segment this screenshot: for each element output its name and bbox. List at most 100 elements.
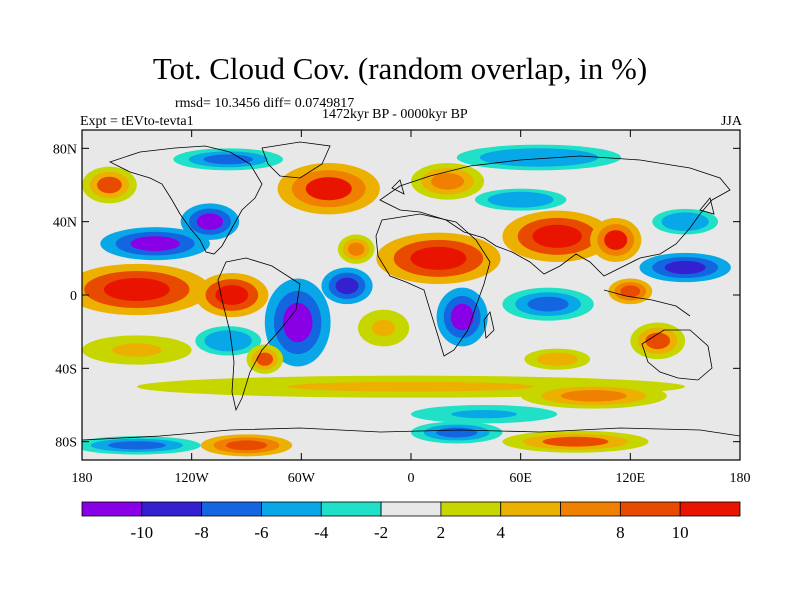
region-mid-atlantic-positive xyxy=(337,234,375,264)
region-europe-positive xyxy=(411,163,485,200)
region-west-pacific-negative-level-2 xyxy=(664,260,706,275)
region-antarctica-east-positive xyxy=(200,434,293,457)
y-tick-label-1: 40N xyxy=(53,216,77,231)
y-tick-label-4: 80S xyxy=(55,436,77,451)
colorbar-box-2 xyxy=(201,501,262,517)
stats-text: rmsd= 10.3456 diff= 0.0749817 xyxy=(175,96,355,111)
coast-uk xyxy=(391,179,405,195)
region-south-atlantic-positive-level-2 xyxy=(372,319,396,337)
region-australia-positive-level-2 xyxy=(645,332,671,350)
region-africa-south-negative-level-2 xyxy=(450,303,474,331)
colorbar-box-9 xyxy=(619,501,681,517)
region-asia-positive xyxy=(502,210,613,262)
x-tick-label-0: 180 xyxy=(72,471,93,486)
period-label: 1472kyr BP - 0000kyr BP xyxy=(322,107,468,122)
region-southern-ocean-east-positive xyxy=(520,383,667,409)
region-maritime-continent-positive-level-2 xyxy=(620,285,641,298)
region-south-atlantic-positive xyxy=(357,309,410,347)
region-southern-ocean-negative-level-2 xyxy=(451,410,518,419)
region-antarctica-east-positive-level-2 xyxy=(225,440,268,451)
axis-ticks: 180 120W 60W 0 60E 120E 180 80N 40N 0 40S 80S xyxy=(53,130,751,486)
region-sahara-arabia-positive xyxy=(376,232,501,284)
region-antarctica-east-2-positive xyxy=(502,430,649,453)
colorbar-box-4 xyxy=(320,501,382,517)
region-central-pacific-positive xyxy=(82,263,210,316)
region-arctic-siberia-negative xyxy=(456,144,622,171)
region-north-pacific-negative-level-2 xyxy=(130,236,180,252)
colorbar-box-5 xyxy=(380,501,442,517)
region-south-pacific-positive xyxy=(82,335,192,365)
x-tick-label-6: 180 xyxy=(730,471,751,486)
x-tick-label-4: 60E xyxy=(509,471,532,486)
coast-madagascar xyxy=(483,311,495,339)
experiment-label: Expt = tEVto-tevta1 xyxy=(80,114,194,129)
region-southern-ocean-band-positive-level-2 xyxy=(287,381,535,392)
chart-title: Tot. Cloud Cov. (random overlap, in %) xyxy=(152,51,648,86)
coast-africa xyxy=(375,213,491,357)
region-southern-ocean-negative xyxy=(411,405,558,424)
region-antarctica-center-negative xyxy=(411,421,503,444)
region-antarctica-west-negative-level-2 xyxy=(108,441,166,450)
x-tick-label-2: 60W xyxy=(288,471,316,486)
region-europe-positive-level-2 xyxy=(431,173,465,190)
region-north-pacific-high-lat-positive-level-2 xyxy=(97,176,122,194)
region-east-pacific-south-negative-level-2 xyxy=(213,334,244,348)
region-south-pacific-positive-level-2 xyxy=(112,343,162,357)
coast-south-america xyxy=(217,257,301,412)
region-arctic-america-negative xyxy=(173,148,284,171)
region-africa-south-negative xyxy=(436,287,488,347)
region-west-pacific-negative xyxy=(639,252,731,283)
colorbar-box-0 xyxy=(81,501,143,517)
colorbar-label-4: -2 xyxy=(374,523,388,542)
region-east-pacific-south-negative xyxy=(195,326,262,356)
region-arctic-america-negative-level-2 xyxy=(203,154,253,165)
x-tick-label-1: 120W xyxy=(175,471,210,486)
region-asia-positive-level-2 xyxy=(532,224,582,248)
colorbar-label-5: 2 xyxy=(437,523,446,542)
colorbar-box-1 xyxy=(141,501,203,517)
y-tick-label-0: 80N xyxy=(53,142,77,157)
region-indian-ocean-south-positive-level-2 xyxy=(536,352,578,366)
region-tropical-atlantic-negative-level-2 xyxy=(335,277,359,295)
season-label: JJA xyxy=(720,114,742,129)
region-north-america-negative-level-2 xyxy=(196,213,224,230)
region-east-asia-positive xyxy=(590,218,642,262)
coast-maritime xyxy=(603,289,691,317)
region-mid-atlantic-positive-level-2 xyxy=(347,242,365,256)
region-north-america-negative xyxy=(180,203,240,241)
colorbar-label-3: -4 xyxy=(314,523,329,542)
region-arctic-siberia-negative-level-2 xyxy=(501,151,576,164)
colorbar-box-10 xyxy=(679,501,741,517)
coast-antarctica xyxy=(82,427,740,441)
region-north-pacific-high-lat-positive xyxy=(82,166,137,204)
region-indian-ocean-south-positive xyxy=(511,344,603,374)
colorbar-box-8 xyxy=(560,501,621,517)
region-indian-ocean-negative xyxy=(502,287,594,321)
x-tick-label-5: 120E xyxy=(616,471,646,486)
y-tick-label-2: 0 xyxy=(70,289,77,304)
region-east-pacific-positive-level-2 xyxy=(215,285,249,305)
region-north-atlantic-positive-level-2 xyxy=(305,177,352,201)
region-north-pacific-negative xyxy=(100,227,210,261)
region-northwest-pacific-negative xyxy=(652,208,719,235)
region-maritime-continent-positive xyxy=(608,278,653,305)
region-antarctica-east-2-positive-level-2 xyxy=(542,436,609,447)
x-tick-label-3: 0 xyxy=(408,471,415,486)
region-east-pacific-positive xyxy=(195,273,269,317)
colorbar-label-6: 4 xyxy=(496,523,505,542)
colorbar-label-2: -6 xyxy=(254,523,268,542)
coast-japan xyxy=(699,197,715,215)
colorbar-label-8: 10 xyxy=(672,523,689,542)
region-east-pacific-south-2-positive-level-2 xyxy=(256,352,274,366)
region-east-asia-positive-level-2 xyxy=(604,230,628,250)
colorbar-box-3 xyxy=(261,501,322,517)
region-south-america-negative-level-2 xyxy=(282,302,313,343)
region-south-america-negative xyxy=(264,278,331,367)
colorbar-label-7: 8 xyxy=(616,523,625,542)
y-tick-label-3: 40S xyxy=(55,362,77,377)
coast-greenland xyxy=(261,141,331,179)
coast-eurasia xyxy=(379,155,731,277)
region-siberia-negative-level-2 xyxy=(500,194,542,205)
colorbar-label-1: -8 xyxy=(195,523,209,542)
